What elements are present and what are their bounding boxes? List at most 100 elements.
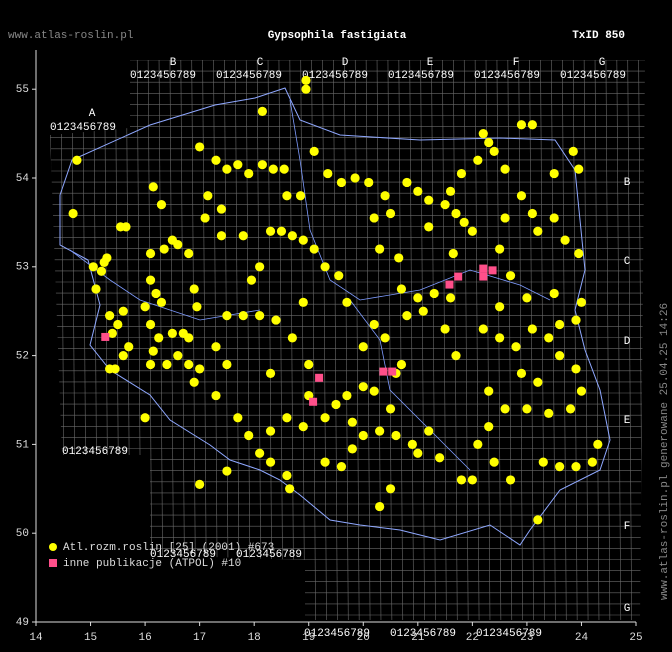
- grid-line: [540, 60, 545, 620]
- record-dot: [364, 177, 374, 188]
- record-dot: [301, 75, 311, 85]
- record-dot: [424, 426, 434, 436]
- record-dot: [88, 262, 98, 272]
- record-dot: [99, 257, 109, 267]
- record-dot: [298, 297, 308, 307]
- record-dot: [418, 306, 428, 316]
- grid-line: [605, 60, 611, 620]
- record-dot: [145, 275, 156, 285]
- grid-line: [354, 60, 360, 620]
- record-dot: [555, 462, 565, 472]
- record-dot: [484, 422, 494, 432]
- record-dot: [173, 240, 183, 250]
- record-dot: [587, 457, 597, 467]
- record-dot: [527, 324, 537, 334]
- grid-line: [322, 60, 327, 620]
- record-dot: [369, 319, 379, 330]
- record-dot: [246, 275, 257, 285]
- grid-line: [245, 60, 251, 620]
- x-tick-label: 20: [357, 632, 370, 644]
- grid-line: [551, 60, 556, 620]
- x-tick-label: 23: [520, 632, 533, 644]
- record-dot: [320, 413, 330, 423]
- grid-line: [420, 60, 425, 620]
- record-dot: [298, 235, 308, 245]
- record-square: [445, 280, 454, 289]
- atpol-row-letter: C: [624, 256, 631, 268]
- record-dot: [268, 164, 278, 174]
- record-dot: [342, 390, 352, 401]
- atpol-column-letter: C: [257, 57, 264, 69]
- record-dot: [124, 342, 134, 352]
- record-dot: [448, 248, 458, 259]
- grid-line: [583, 60, 589, 620]
- grid-line: [300, 60, 306, 620]
- record-dot: [301, 84, 311, 94]
- record-dot: [195, 142, 205, 152]
- record-dot: [282, 470, 292, 481]
- record-dot: [159, 244, 169, 254]
- grid-line: [333, 60, 338, 620]
- record-dot: [211, 390, 221, 401]
- record-dot: [167, 328, 177, 338]
- atpol-row-letter: G: [624, 603, 631, 615]
- atpol-digits: 0123456789: [216, 70, 282, 82]
- y-tick-label: 54: [16, 173, 30, 185]
- record-dot: [375, 244, 385, 254]
- record-dot: [484, 386, 494, 396]
- footer-note: www.atlas-roslin.pl generowane 25.04.25 …: [659, 303, 671, 600]
- record-dot: [516, 368, 527, 378]
- atpol-column-letter: A: [89, 108, 96, 120]
- record-dot: [380, 191, 390, 201]
- record-dot: [154, 333, 164, 343]
- record-dot: [396, 359, 407, 370]
- record-square: [315, 373, 324, 382]
- record-dot: [265, 226, 276, 236]
- record-dot: [184, 333, 194, 343]
- record-dot: [413, 448, 423, 458]
- atpol-digits: 0123456789: [388, 70, 454, 82]
- grid-line: [518, 60, 524, 620]
- record-dot: [402, 177, 412, 188]
- record-square: [101, 332, 110, 341]
- record-dot: [298, 422, 308, 432]
- grid-line: [398, 60, 404, 620]
- record-dot: [287, 231, 297, 241]
- record-dot: [342, 297, 352, 307]
- record-dot: [375, 426, 385, 436]
- record-dot: [435, 453, 445, 463]
- record-dot: [145, 248, 156, 259]
- record-dot: [391, 430, 401, 441]
- record-dot: [244, 430, 254, 441]
- atpol-digits: 0123456789: [390, 628, 456, 640]
- record-dot: [189, 377, 199, 387]
- record-dot: [522, 293, 532, 303]
- grid-line: [572, 60, 578, 620]
- record-dot: [549, 213, 559, 223]
- x-tick-label: 21: [411, 632, 425, 644]
- record-dot: [555, 319, 565, 330]
- record-dot: [222, 311, 232, 321]
- record-dot: [467, 475, 477, 485]
- legend-dot: [49, 543, 57, 551]
- record-square: [379, 367, 388, 376]
- x-tick-label: 14: [29, 632, 43, 644]
- atpol-digits: 0123456789: [236, 549, 302, 561]
- record-dot: [255, 311, 265, 321]
- x-tick-label: 16: [138, 632, 151, 644]
- record-dot: [522, 404, 532, 414]
- atpol-row-letter: B: [624, 177, 631, 189]
- grid-line: [82, 60, 87, 620]
- record-dot: [265, 457, 276, 467]
- atpol-grid: [50, 60, 645, 620]
- record-dot: [233, 160, 243, 170]
- legend-label: Atl.rozm.roslin [25] (2001) #673: [63, 542, 274, 554]
- record-dot: [369, 213, 379, 223]
- grid-line: [627, 60, 633, 620]
- record-dot: [358, 430, 368, 441]
- record-dot: [555, 351, 565, 361]
- record-dot: [151, 288, 161, 299]
- river: [289, 99, 551, 301]
- record-square: [454, 272, 463, 281]
